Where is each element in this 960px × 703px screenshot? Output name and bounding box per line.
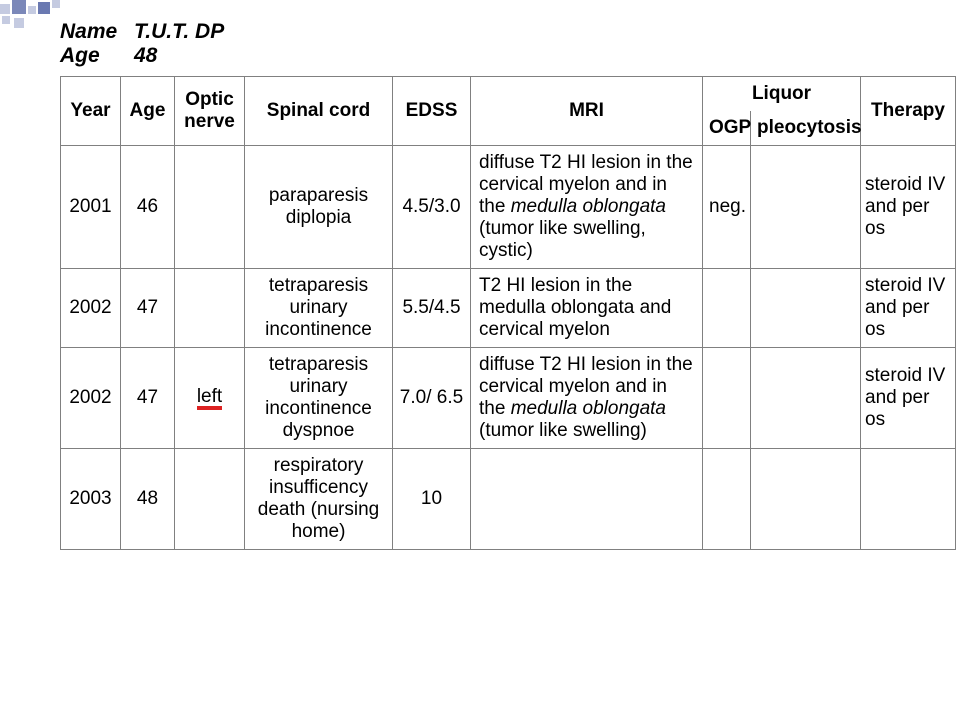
cell-edss: 10 [393,449,471,550]
cell-mri [471,449,703,550]
table-row: 200247 tetraparesis urinary incontinence5… [61,269,956,348]
cell-ogp [703,449,751,550]
cell-spinal: tetraparesis urinary incontinence dyspno… [245,348,393,449]
cell-mri: T2 HI lesion in the medulla oblongata an… [471,269,703,348]
name-value: T.U.T. DP [134,20,224,44]
cell-year: 2001 [61,146,121,269]
cell-age: 47 [121,269,175,348]
cell-age: 47 [121,348,175,449]
col-year: Year [61,77,121,146]
cell-year: 2002 [61,348,121,449]
cell-ogp: neg. [703,146,751,269]
col-optic: Optic nerve [175,77,245,146]
table-row: 200348 respiratory insufficency death (nu… [61,449,956,550]
cell-mri: diffuse T2 HI lesion in the cervical mye… [471,146,703,269]
clinical-table: Year Age Optic nerve Spinal cord EDSS MR… [60,76,956,550]
name-label: Name [60,20,122,44]
patient-header: Name T.U.T. DP Age 48 [60,20,930,68]
cell-optic [175,449,245,550]
cell-optic [175,269,245,348]
cell-pleo [751,348,861,449]
cell-therapy [861,449,956,550]
cell-pleo [751,146,861,269]
cell-edss: 5.5/4.5 [393,269,471,348]
cell-spinal: paraparesis diplopia [245,146,393,269]
cell-optic: left [175,348,245,449]
cell-year: 2002 [61,269,121,348]
col-mri: MRI [471,77,703,146]
col-ogp: OGP [703,111,751,146]
cell-therapy: steroid IV and per os [861,146,956,269]
col-therapy: Therapy [861,77,956,146]
cell-mri: diffuse T2 HI lesion in the cervical mye… [471,348,703,449]
col-edss: EDSS [393,77,471,146]
col-pleo: pleocytosis [751,111,861,146]
cell-ogp [703,348,751,449]
col-spinal: Spinal cord [245,77,393,146]
cell-spinal: tetraparesis urinary incontinence [245,269,393,348]
cell-therapy: steroid IV and per os [861,269,956,348]
cell-spinal: respiratory insufficency death (nursing … [245,449,393,550]
cell-pleo [751,269,861,348]
cell-therapy: steroid IV and per os [861,348,956,449]
cell-age: 48 [121,449,175,550]
cell-age: 46 [121,146,175,269]
age-value: 48 [134,44,157,68]
col-liquor: Liquor [703,77,861,112]
table-row: 200247lefttetraparesis urinary incontine… [61,348,956,449]
table-row: 200146 paraparesis diplopia4.5/3.0diffuse… [61,146,956,269]
cell-ogp [703,269,751,348]
cell-optic [175,146,245,269]
cell-edss: 7.0/ 6.5 [393,348,471,449]
age-label: Age [60,44,122,68]
cell-year: 2003 [61,449,121,550]
cell-edss: 4.5/3.0 [393,146,471,269]
cell-pleo [751,449,861,550]
col-age: Age [121,77,175,146]
